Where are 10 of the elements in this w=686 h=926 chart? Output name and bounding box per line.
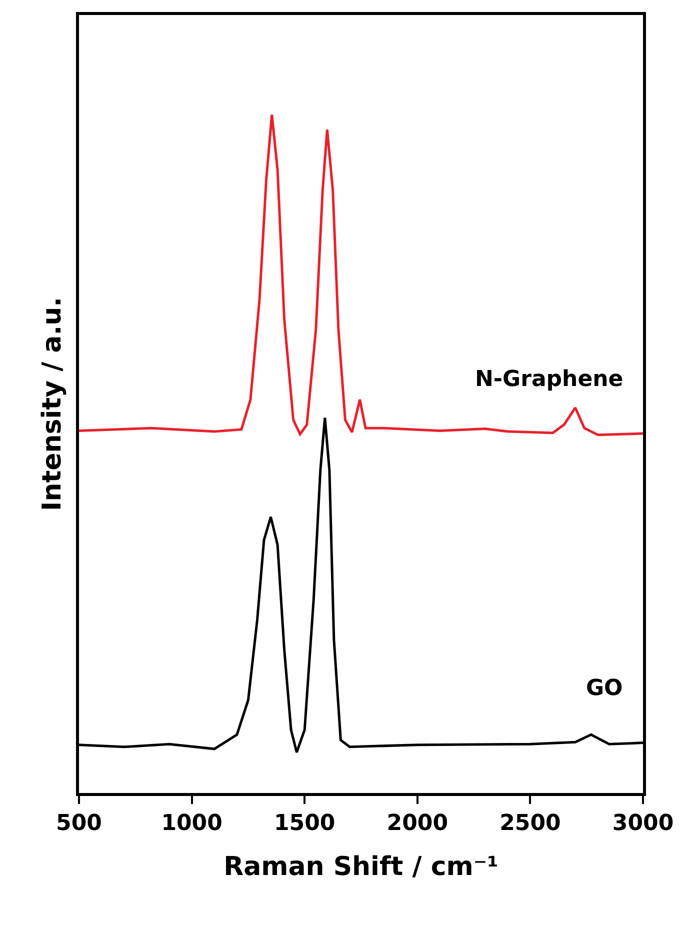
x-axis-title: Raman Shift / cm⁻¹	[224, 852, 498, 882]
x-tick-label: 1500	[274, 811, 336, 836]
x-tick-label: 500	[56, 811, 102, 836]
y-axis-title: Intensity / a.u.	[38, 297, 68, 511]
series-label: N-Graphene	[475, 367, 624, 392]
x-tick-label: 3000	[612, 811, 674, 836]
x-tick-label: 1000	[161, 811, 222, 836]
series-label: GO	[586, 676, 623, 701]
x-tick-label: 2000	[386, 811, 448, 836]
x-tick-label: 2500	[500, 811, 561, 836]
